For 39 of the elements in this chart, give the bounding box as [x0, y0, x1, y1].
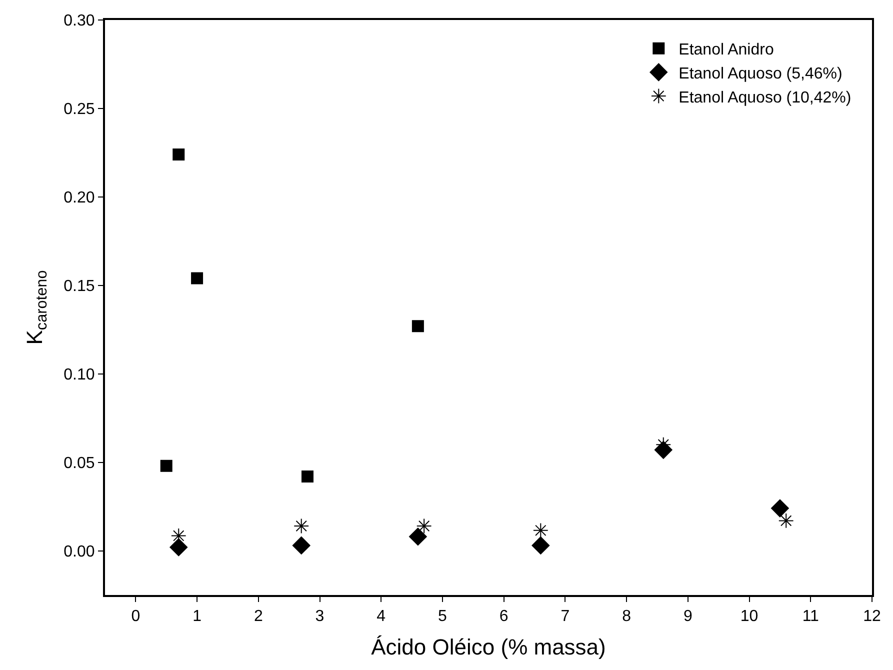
point [294, 518, 310, 534]
point [172, 148, 185, 160]
y-tick-label: 0.25 [64, 101, 95, 118]
x-tick-label: 3 [315, 608, 324, 626]
x-tick-label: 11 [802, 608, 820, 626]
point [301, 470, 314, 482]
legend-label: Etanol Aquoso (5,46%) [678, 65, 842, 82]
x-tick-label: 7 [560, 608, 570, 626]
x-tick-label: 0 [131, 608, 140, 626]
legend-label: Etanol Aquoso (10,42%) [678, 89, 852, 106]
point [532, 536, 550, 554]
point [416, 518, 432, 534]
point [778, 512, 794, 528]
point [191, 272, 204, 284]
point [292, 536, 310, 554]
point [408, 528, 427, 546]
point [160, 460, 172, 472]
y-tick-label: 0.00 [64, 543, 95, 560]
y-tick-label: 0.05 [64, 454, 95, 472]
x-tick-label: 6 [499, 608, 508, 626]
x-tick-label: 2 [254, 608, 263, 626]
legend-label: Etanol Anidro [678, 42, 774, 59]
y-tick-label: 0.10 [64, 366, 95, 384]
point [771, 499, 789, 518]
x-tick-label: 12 [863, 608, 881, 626]
y-tick-label: 0.15 [64, 278, 95, 295]
x-tick-label: 9 [683, 608, 692, 626]
x-tick-label: 8 [622, 608, 632, 626]
y-tick-label: 0.30 [64, 12, 95, 30]
point [170, 538, 188, 556]
point [412, 320, 424, 332]
y-tick-label: 0.20 [64, 190, 95, 207]
x-tick-label: 4 [376, 608, 386, 626]
x-tick-label: 10 [740, 608, 758, 626]
x-tick-label: 1 [192, 608, 202, 626]
x-axis-title: Ácido Oléico (% massa) [371, 634, 606, 660]
point [170, 528, 186, 544]
point [532, 522, 548, 538]
x-tick-label: 5 [438, 608, 448, 626]
